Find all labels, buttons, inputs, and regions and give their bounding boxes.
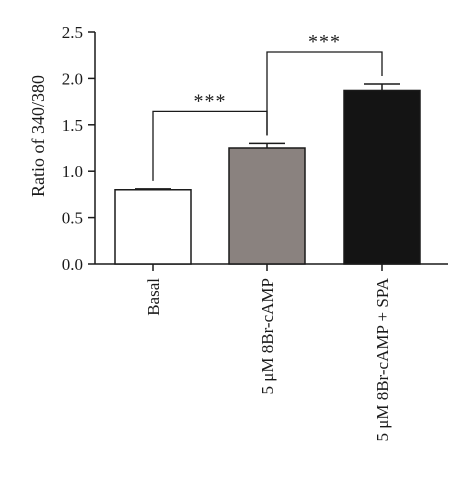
bar [343, 89, 421, 265]
y-tick-label: 1.0 [62, 162, 83, 181]
y-axis-title: Ratio of 340/380 [28, 75, 48, 197]
y-tick-label: 2.5 [62, 23, 83, 42]
x-tick-label: Basal [144, 278, 163, 316]
significance-label: *** [194, 90, 227, 112]
significance-bracket [266, 51, 383, 136]
error-bars [135, 83, 400, 190]
y-tick-label: 0.5 [62, 209, 83, 228]
bars [114, 89, 421, 265]
bar [114, 189, 192, 265]
x-tick-label: 5 μM 8Br-cAMP [258, 278, 277, 394]
axes: 0.0 0.5 1.0 1.5 2.0 2.5 Basal 5 μM 8Br-cAMP 5 μM… [62, 23, 448, 442]
significance-label: *** [308, 31, 341, 53]
y-tick-label: 0.0 [62, 255, 83, 274]
bar [228, 147, 306, 265]
significance-brackets: *** *** [152, 31, 383, 181]
x-tick-label: 5 μM 8Br-cAMP + SPA [373, 277, 392, 441]
y-tick-label: 2.0 [62, 69, 83, 88]
y-tick-label: 1.5 [62, 116, 83, 135]
